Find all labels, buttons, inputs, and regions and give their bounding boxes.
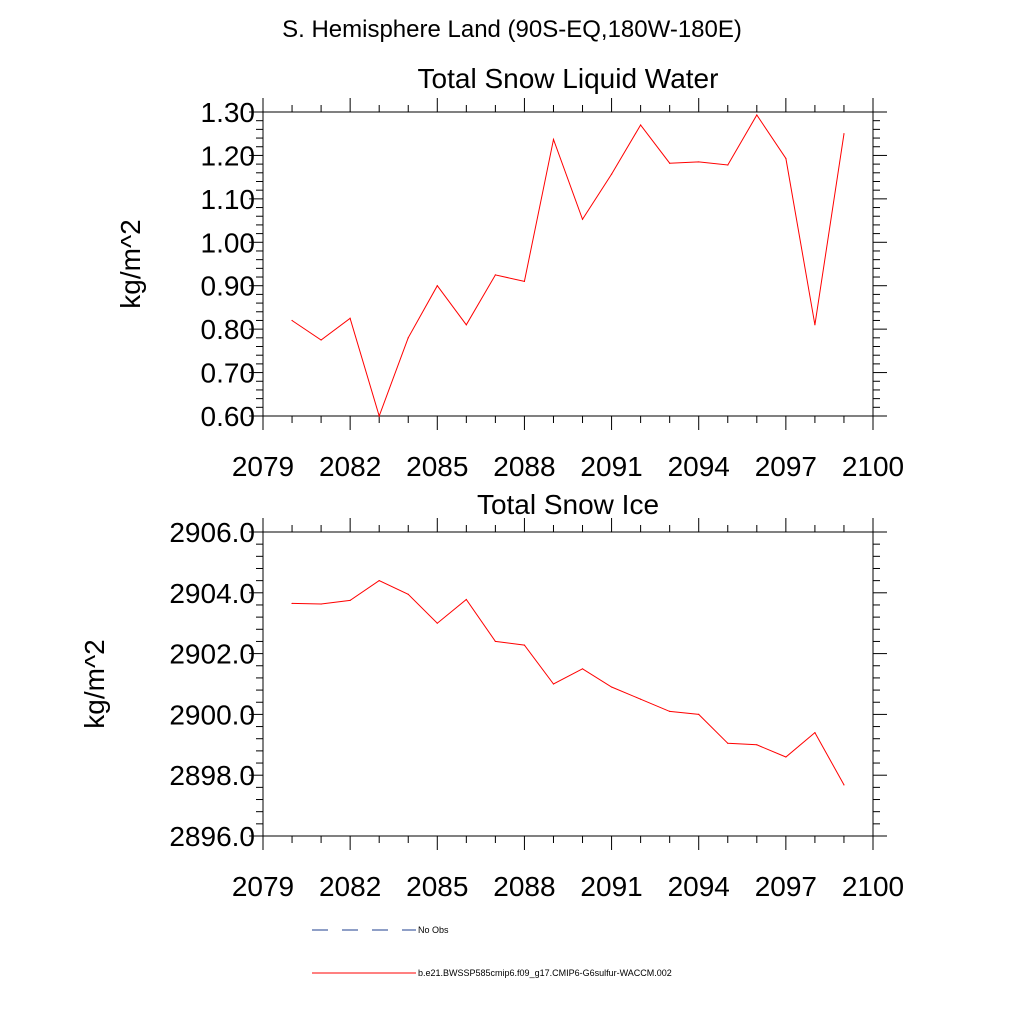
- y-axis-label: kg/m^2: [79, 639, 110, 728]
- data-point: [669, 162, 671, 164]
- y-tick-label: 2906.0: [169, 517, 255, 548]
- data-point: [814, 324, 816, 326]
- legend-label: b.e21.BWSSP585cmip6.f09_g17.CMIP6-G6sulf…: [418, 968, 672, 978]
- y-tick-label: 1.10: [201, 184, 256, 215]
- y-tick-label: 2896.0: [169, 821, 255, 852]
- x-tick-label: 2079: [232, 871, 294, 902]
- page-title: S. Hemisphere Land (90S-EQ,180W-180E): [282, 16, 742, 43]
- data-point: [785, 756, 787, 758]
- x-tick-label: 2085: [406, 451, 468, 482]
- data-point: [320, 339, 322, 341]
- x-tick-label: 2094: [668, 451, 730, 482]
- data-point: [756, 114, 758, 116]
- data-point: [581, 218, 584, 220]
- data-point: [349, 317, 351, 319]
- x-tick-label: 2082: [319, 451, 381, 482]
- x-tick-label: 2094: [668, 871, 730, 902]
- data-point: [523, 644, 526, 646]
- y-tick-label: 0.70: [201, 358, 256, 389]
- data-point: [785, 157, 787, 160]
- data-point: [756, 744, 758, 746]
- x-tick-label: 2091: [580, 451, 642, 482]
- data-point: [610, 173, 613, 175]
- y-tick-label: 2898.0: [169, 760, 255, 791]
- data-point: [640, 698, 642, 700]
- data-point: [436, 285, 438, 287]
- data-point: [378, 415, 380, 417]
- y-tick-label: 1.30: [201, 97, 256, 128]
- series-line: [291, 114, 845, 418]
- chart-title: Total Snow Liquid Water: [418, 63, 719, 94]
- data-point: [843, 784, 845, 786]
- chart-title: Total Snow Ice: [477, 489, 659, 520]
- x-tick-label: 2082: [319, 871, 381, 902]
- data-point: [407, 593, 409, 595]
- plot-frame: [262, 111, 874, 417]
- y-tick-label: 1.20: [201, 140, 256, 171]
- x-tick-label: 2085: [406, 871, 468, 902]
- chart-2: Total Snow Ice kg/m^2 2079 2082 2085 2088 2091…: [79, 489, 904, 902]
- data-point: [349, 599, 351, 602]
- chart-1: Total Snow Liquid Water kg/m^2 2079 2082 208…: [115, 63, 904, 482]
- data-point: [494, 640, 496, 643]
- data-point: [552, 683, 555, 685]
- data-point: [843, 133, 845, 135]
- data-point: [552, 138, 555, 140]
- y-tick-label: 0.60: [201, 401, 256, 432]
- data-point: [581, 668, 584, 670]
- data-point: [814, 732, 816, 734]
- data-point: [523, 280, 526, 282]
- y-tick-label: 0.80: [201, 314, 256, 345]
- data-point: [698, 713, 700, 716]
- data-point: [610, 686, 613, 688]
- data-point: [436, 622, 438, 624]
- x-tick-label: 2097: [755, 871, 817, 902]
- y-tick-label: 1.00: [201, 227, 256, 258]
- y-axis-label: kg/m^2: [115, 219, 146, 308]
- y-tick-label: 0.90: [201, 271, 256, 302]
- data-point: [727, 742, 729, 744]
- data-point: [407, 337, 409, 339]
- data-point: [669, 710, 671, 712]
- data-point: [465, 598, 467, 601]
- x-tick-label: 2088: [493, 451, 555, 482]
- y-tick-label: 2900.0: [169, 699, 255, 730]
- x-tick-label: 2100: [842, 871, 904, 902]
- x-tick-label: 2097: [755, 451, 817, 482]
- plot-frame: [262, 531, 874, 837]
- data-point: [378, 580, 380, 582]
- data-point: [698, 161, 700, 163]
- legend: No Obs b.e21.BWSSP585cmip6.f09_g17.CMIP6-…: [312, 925, 672, 978]
- x-tick-label: 2091: [580, 871, 642, 902]
- data-point: [320, 603, 322, 605]
- data-point: [465, 324, 467, 326]
- data-point: [640, 124, 642, 126]
- data-point: [291, 602, 293, 605]
- data-point: [727, 164, 729, 166]
- series-line: [291, 580, 845, 786]
- x-tick-label: 2100: [842, 451, 904, 482]
- data-point: [494, 274, 496, 276]
- x-tick-label: 2079: [232, 451, 294, 482]
- x-tick-label: 2088: [493, 871, 555, 902]
- data-point: [291, 319, 293, 322]
- y-tick-label: 2904.0: [169, 578, 255, 609]
- y-tick-label: 2902.0: [169, 639, 255, 670]
- legend-label: No Obs: [418, 925, 449, 935]
